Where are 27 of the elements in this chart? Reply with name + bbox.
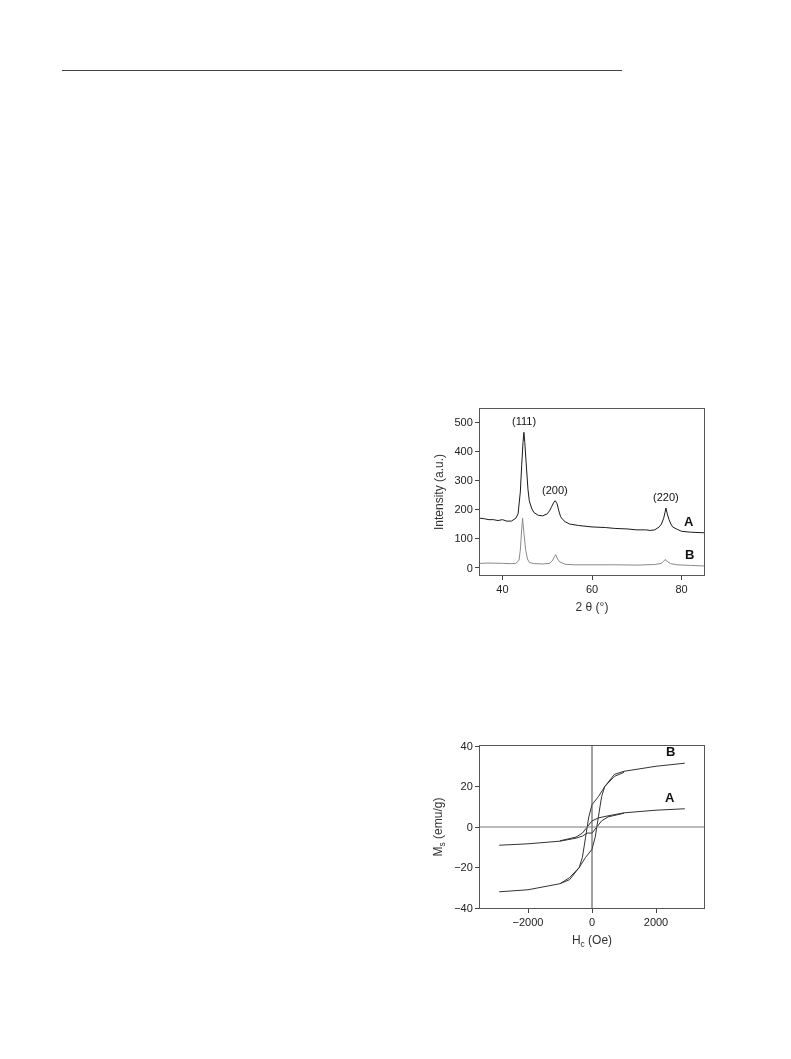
series-label: A (665, 790, 675, 805)
x-tick-label: 2000 (643, 916, 669, 929)
y-tick-label: 200 (454, 503, 473, 516)
x-tick-label: 80 (675, 583, 688, 596)
y-tick-label: 100 (454, 532, 473, 545)
y-axis-title: Intensity (a.u.) (431, 453, 446, 531)
x-tick-label: 40 (496, 583, 509, 596)
series-label: B (685, 547, 695, 562)
series-label: A (684, 514, 694, 529)
y-tick-label: 20 (460, 780, 473, 793)
x-tick-label: 60 (585, 583, 599, 596)
series-label: B (666, 744, 676, 759)
y-tick-label: 500 (454, 415, 473, 428)
annotation: (111) (512, 415, 537, 427)
x-tick-label: −2000 (512, 916, 544, 929)
y-tick-label: 40 (460, 739, 473, 752)
y-tick-label: 0 (466, 820, 473, 833)
y-tick-label: 400 (454, 445, 473, 458)
x-tick-label: 0 (588, 916, 596, 929)
annotation: (200) (542, 484, 568, 496)
y-tick-label: −20 (454, 861, 473, 874)
x-axis-title: H$_{c}$ (Oe) (571, 933, 613, 949)
annotation: (220) (653, 491, 679, 503)
y-tick-label: 300 (454, 474, 473, 487)
y-tick-label: 0 (466, 561, 473, 574)
y-tick-label: −40 (454, 901, 473, 914)
x-axis-title: 2 θ (°) (575, 600, 609, 615)
